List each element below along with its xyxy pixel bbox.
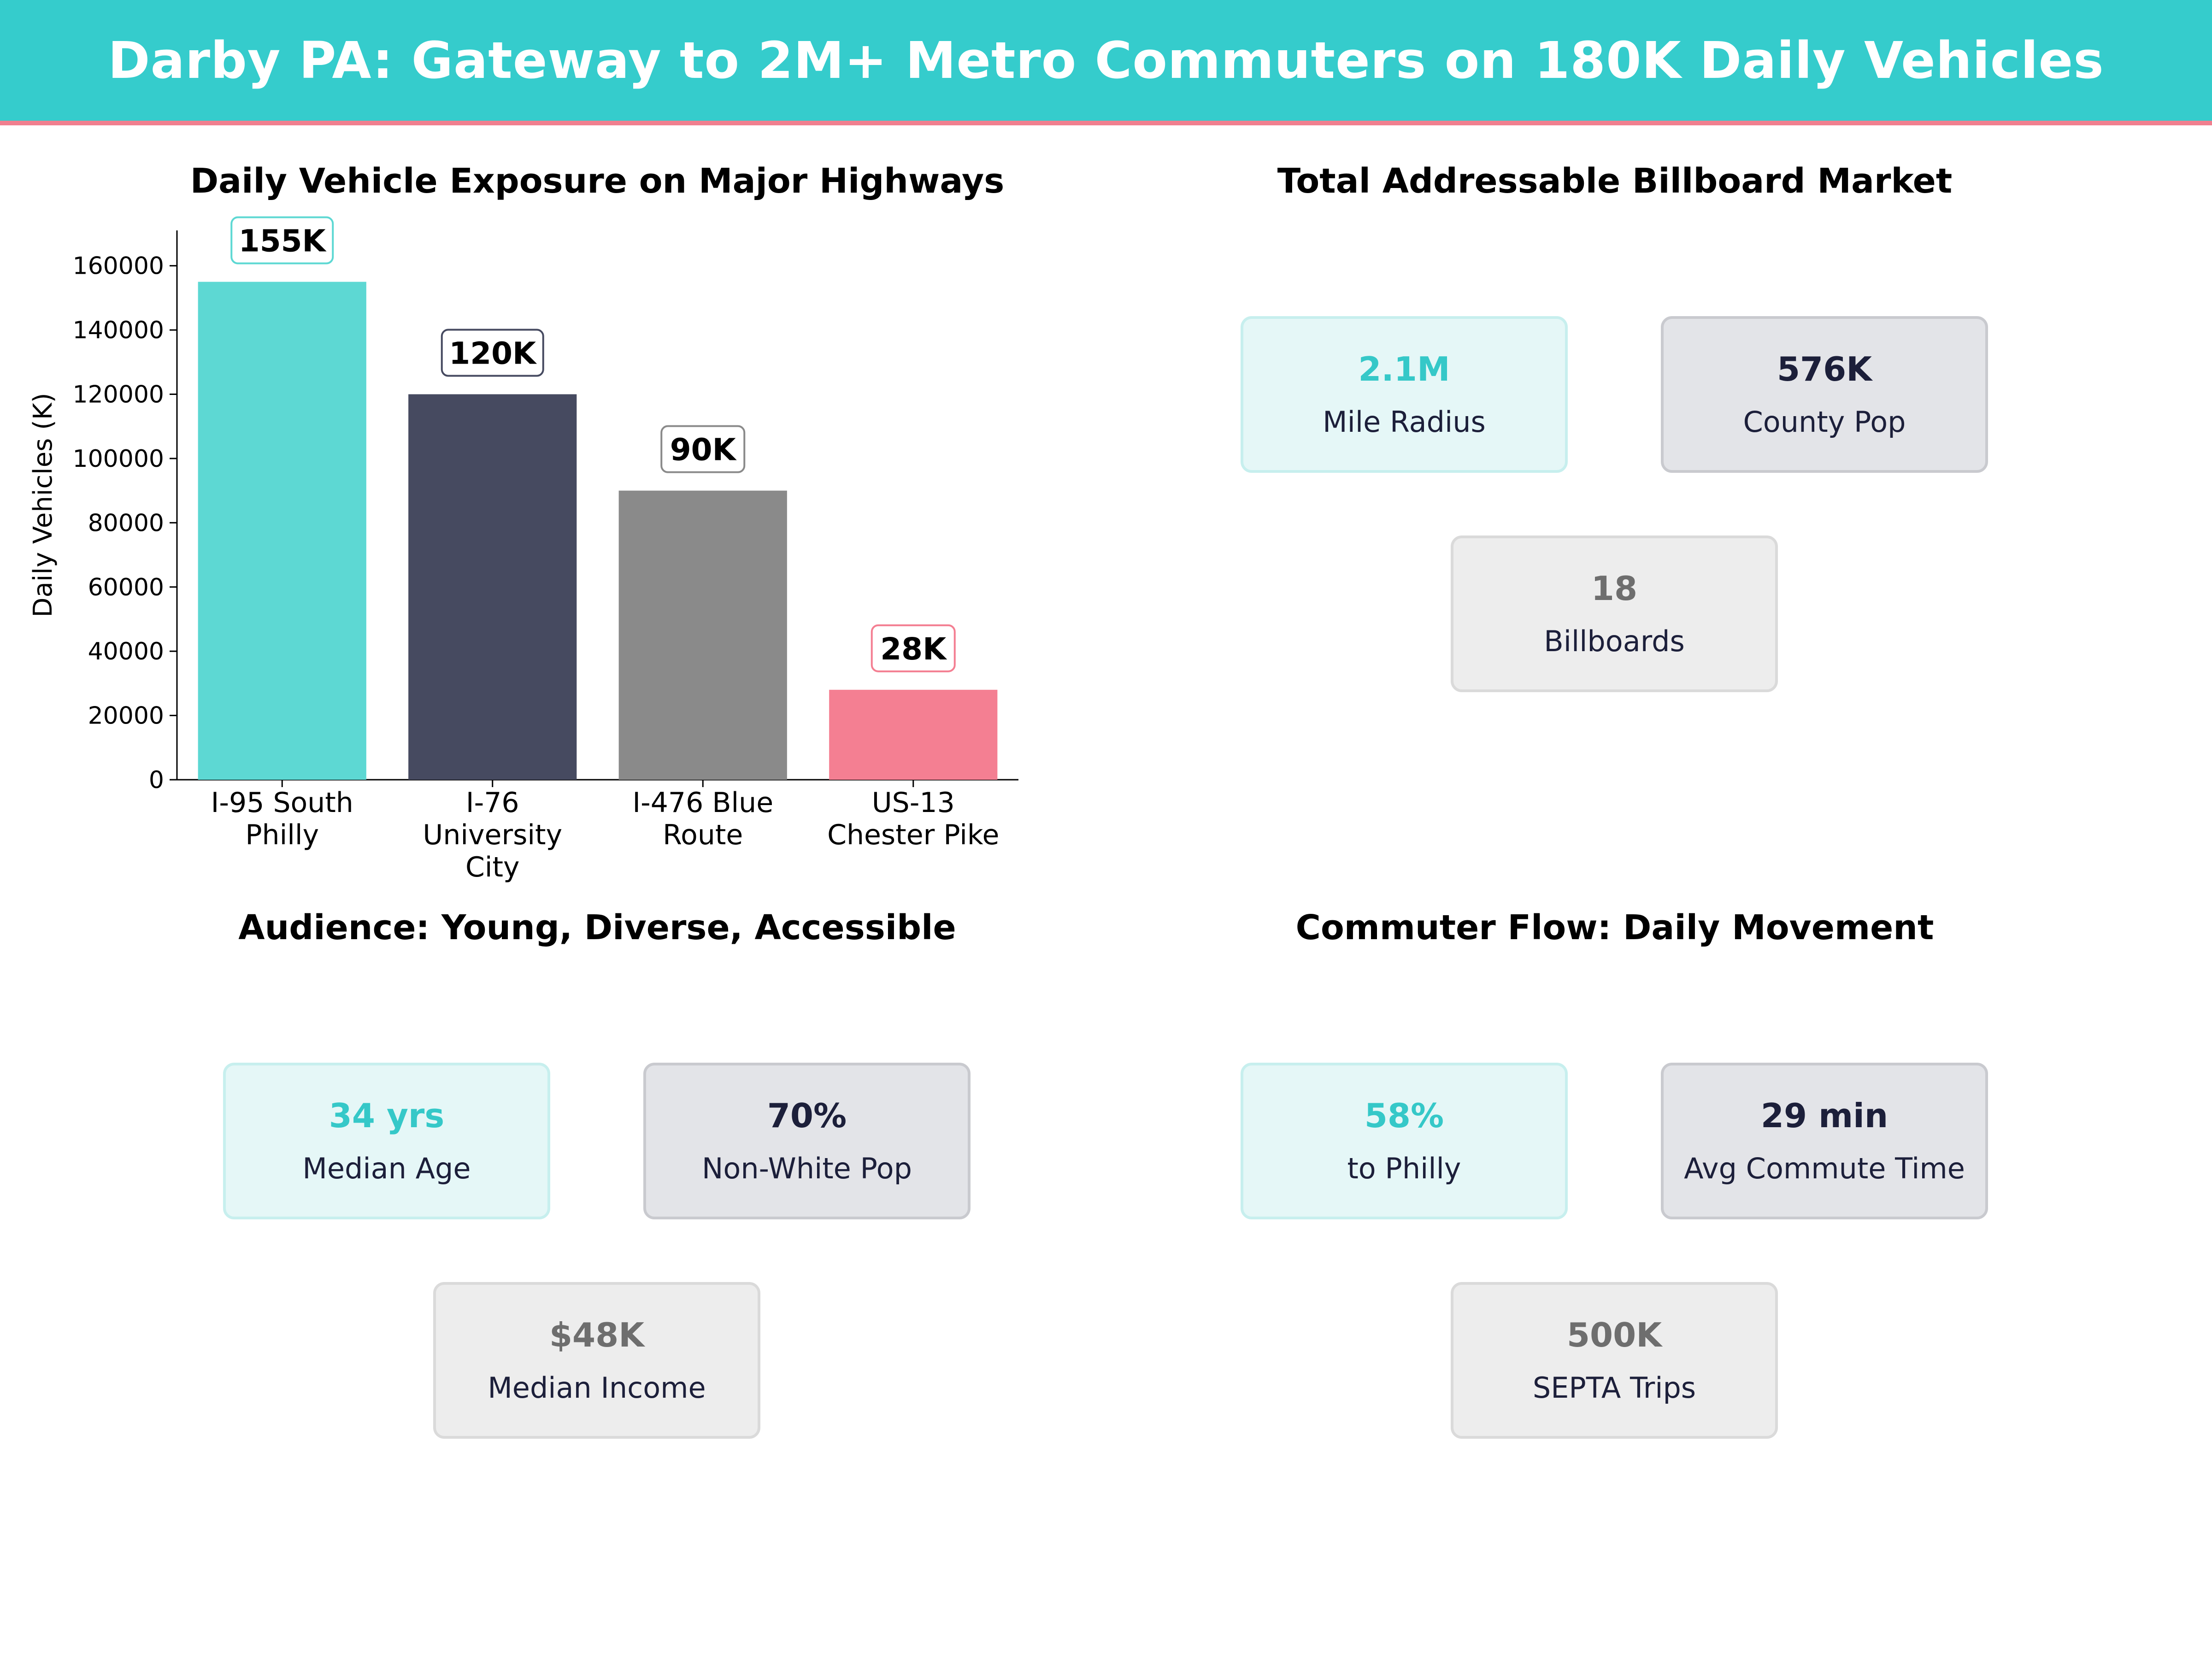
data-label: 90K [670,432,737,468]
market-card-county-pop: 576K County Pop [1661,316,1988,473]
flow-card-value: 29 min [1760,1096,1888,1135]
x-tick-label: I-95 South Philly [211,787,353,851]
highways-panel-title: Daily Vehicle Exposure on Major Highways [190,161,1005,201]
data-label-box [230,216,334,265]
data-label-box [871,624,956,672]
market-card-radius: 2.1M Mile Radius [1241,316,1568,473]
market-card-value: 2.1M [1358,350,1450,388]
bar [618,490,787,780]
flow-card-value: 500K [1566,1316,1662,1354]
audience-card-value: 34 yrs [329,1096,445,1135]
flow-card-to-philly: 58% to Philly [1241,1063,1568,1219]
y-tick-label: 140000 [72,317,164,344]
audience-card-value: 70% [767,1096,847,1135]
audience-card-age: 34 yrs Median Age [223,1063,550,1219]
market-card-label: Billboards [1544,624,1685,658]
bar [408,394,577,780]
data-label: 28K [880,631,947,667]
market-card-label: Mile Radius [1323,405,1486,439]
flow-card-septa: 500K SEPTA Trips [1451,1282,1778,1439]
flow-card-label: to Philly [1347,1152,1461,1185]
y-tick-label: 100000 [72,445,164,473]
header-banner: Darby PA: Gateway to 2M+ Metro Commuters… [0,0,2212,125]
data-label-box [660,425,746,473]
page-title: Darby PA: Gateway to 2M+ Metro Commuters… [108,31,2104,90]
bar [198,282,366,780]
flow-card-commute-time: 29 min Avg Commute Time [1661,1063,1988,1219]
market-card-label: County Pop [1743,405,1906,439]
flow-card-label: SEPTA Trips [1532,1371,1696,1405]
data-label: 155K [239,224,327,259]
x-tick-label: I-476 Blue Route [632,787,773,851]
x-tick-label: I-76 University City [423,787,562,883]
y-tick-label: 160000 [72,253,164,280]
market-card-billboards: 18 Billboards [1451,535,1778,692]
y-tick-label: 80000 [88,509,164,537]
audience-panel-title: Audience: Young, Diverse, Accessible [238,908,956,947]
data-label: 120K [449,336,537,371]
x-tick-label: US-13 Chester Pike [827,787,999,851]
data-label-box [441,329,544,377]
audience-card-value: $48K [549,1316,645,1354]
y-tick-label: 0 [149,766,164,794]
market-panel-title: Total Addressable Billboard Market [1277,161,1953,201]
audience-card-label: Median Income [488,1371,706,1405]
audience-card-income: $48K Median Income [433,1282,760,1439]
market-card-value: 576K [1777,350,1872,388]
y-tick-label: 20000 [88,702,164,730]
y-tick-label: 120000 [72,381,164,409]
audience-card-nonwhite: 70% Non-White Pop [643,1063,971,1219]
y-tick-label: 40000 [88,638,164,665]
bar [829,689,998,780]
y-tick-label: 60000 [88,574,164,601]
highway-bar-chart: 0 20000 40000 60000 80000 100000 120000 140000 1… [28,216,1018,883]
audience-card-label: Median Age [302,1152,471,1185]
flow-card-label: Avg Commute Time [1684,1152,1965,1185]
flow-card-value: 58% [1364,1096,1444,1135]
market-card-value: 18 [1591,569,1638,608]
audience-card-label: Non-White Pop [702,1152,912,1185]
flow-panel-title: Commuter Flow: Daily Movement [1295,908,1934,947]
y-axis-title: Daily Vehicles (K) [28,393,58,617]
